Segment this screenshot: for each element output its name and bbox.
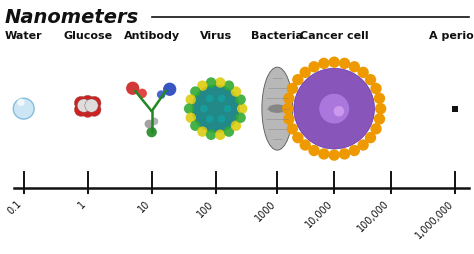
Ellipse shape [197,81,208,91]
Ellipse shape [88,104,101,117]
Ellipse shape [184,104,194,114]
Ellipse shape [292,75,303,86]
Text: 1: 1 [76,198,88,210]
Ellipse shape [294,69,374,149]
Ellipse shape [190,87,201,98]
Ellipse shape [282,104,293,115]
Ellipse shape [236,95,246,105]
Ellipse shape [365,75,376,86]
Ellipse shape [200,105,208,113]
Ellipse shape [157,91,165,100]
Ellipse shape [88,97,101,110]
Ellipse shape [283,93,294,105]
Ellipse shape [357,67,369,79]
Text: Nanometers: Nanometers [5,8,139,27]
Ellipse shape [190,121,201,131]
Ellipse shape [126,82,139,96]
Ellipse shape [163,83,176,97]
Ellipse shape [292,132,303,144]
Ellipse shape [13,99,34,120]
Ellipse shape [287,124,298,135]
Text: 100: 100 [196,198,216,218]
Ellipse shape [185,113,196,123]
Ellipse shape [365,132,376,144]
Ellipse shape [77,100,91,113]
Text: Water: Water [5,30,43,40]
Text: Glucose: Glucose [63,30,112,40]
Text: 10: 10 [136,198,152,214]
Ellipse shape [145,120,153,129]
Ellipse shape [370,84,382,95]
Text: Cancer cell: Cancer cell [300,30,368,40]
Ellipse shape [300,140,311,151]
Ellipse shape [318,149,329,160]
Ellipse shape [74,97,88,110]
Ellipse shape [74,104,88,117]
Ellipse shape [206,78,216,88]
Ellipse shape [374,93,385,105]
Ellipse shape [218,116,226,123]
Ellipse shape [374,114,385,125]
Text: Virus: Virus [200,30,232,40]
Ellipse shape [206,116,213,123]
Ellipse shape [318,58,329,70]
Text: 0.1: 0.1 [6,198,24,216]
Ellipse shape [287,84,298,95]
Ellipse shape [224,105,231,113]
Ellipse shape [146,128,157,138]
Ellipse shape [224,81,234,91]
Ellipse shape [224,127,234,137]
Ellipse shape [300,67,311,79]
Ellipse shape [197,127,208,137]
Ellipse shape [206,95,213,103]
Ellipse shape [375,104,386,115]
Ellipse shape [268,105,286,114]
Ellipse shape [308,62,319,73]
Ellipse shape [339,58,350,70]
Ellipse shape [81,105,94,118]
Ellipse shape [81,96,94,109]
Ellipse shape [185,95,196,105]
Ellipse shape [231,87,241,98]
Ellipse shape [349,145,360,156]
Ellipse shape [349,62,360,73]
Text: Bacteria: Bacteria [251,30,303,40]
Ellipse shape [328,57,340,69]
Ellipse shape [236,113,246,123]
Text: 1,000,000: 1,000,000 [413,198,455,240]
Text: Antibody: Antibody [124,30,180,40]
Ellipse shape [137,89,147,99]
Ellipse shape [231,121,241,131]
Ellipse shape [192,86,239,133]
Ellipse shape [206,130,216,140]
Ellipse shape [339,149,350,160]
Ellipse shape [237,104,247,114]
Ellipse shape [85,100,98,113]
Ellipse shape [334,106,344,117]
Text: 1000: 1000 [253,198,277,223]
Ellipse shape [151,118,158,126]
Ellipse shape [308,145,319,156]
Text: 100,000: 100,000 [356,198,391,233]
Ellipse shape [319,94,349,124]
Ellipse shape [218,95,226,103]
Bar [452,106,458,113]
Ellipse shape [215,78,226,88]
Text: 10,000: 10,000 [303,198,334,229]
Ellipse shape [17,99,25,107]
Ellipse shape [370,124,382,135]
Ellipse shape [215,130,226,140]
Ellipse shape [262,68,292,151]
Text: A period: A period [428,30,474,40]
Ellipse shape [328,150,340,161]
Ellipse shape [357,140,369,151]
Ellipse shape [283,114,294,125]
